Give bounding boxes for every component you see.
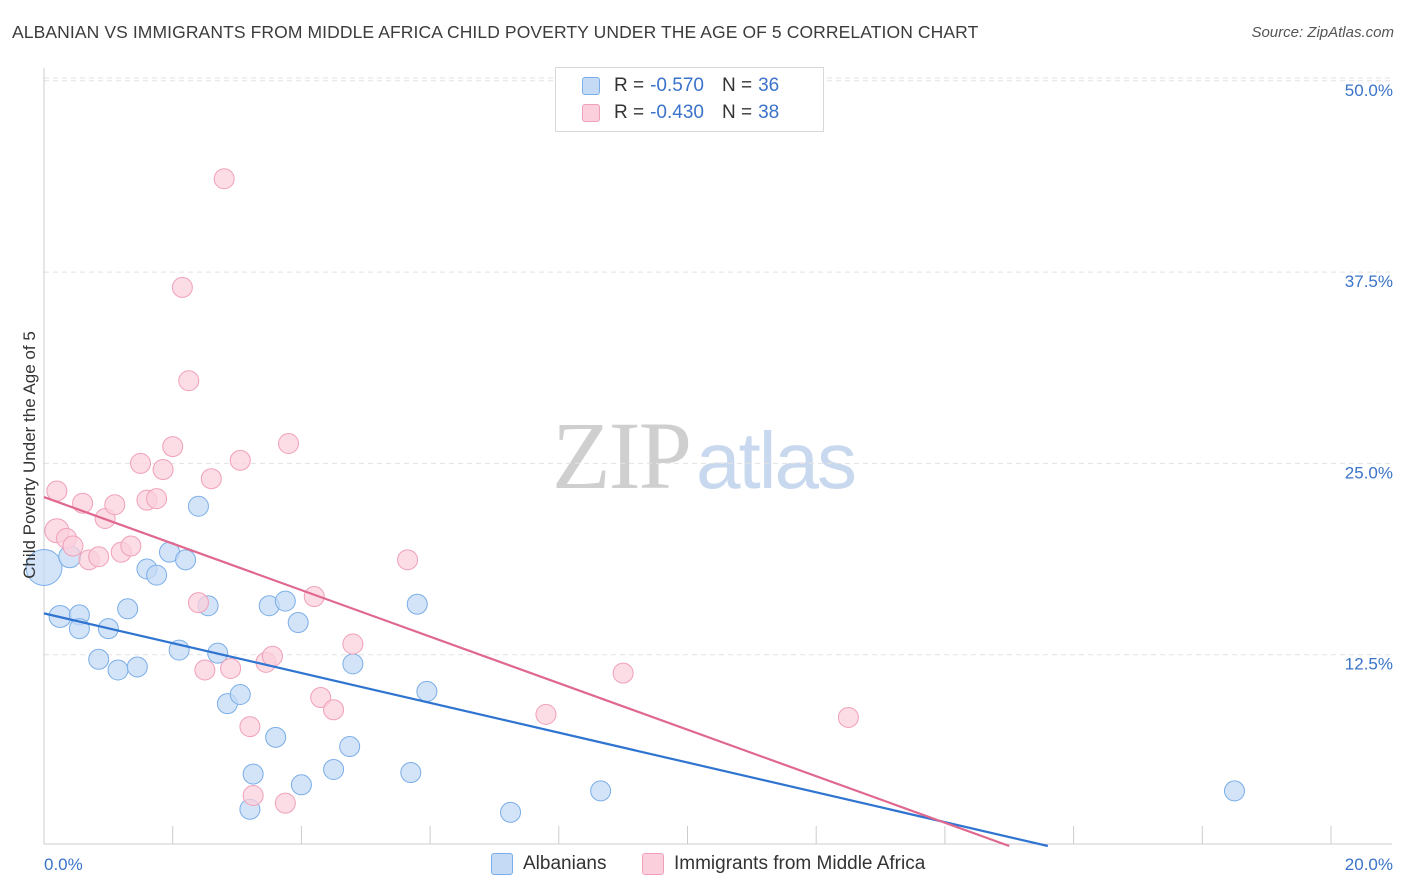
y-tick-label: 25.0% [1345, 463, 1393, 482]
point-albanians [590, 780, 612, 802]
legend-n-value: 36 [758, 75, 780, 96]
legend-r-label: R = [614, 75, 645, 96]
y-tick-label: 12.5% [1345, 655, 1393, 674]
bottom-legend-middle-africa: Immigrants from Middle Africa [642, 852, 925, 876]
x-tick-label: 20.0% [1345, 855, 1393, 874]
point-albanians [290, 774, 312, 796]
point-middle-africa [146, 488, 168, 510]
legend-n-label: N = [721, 102, 753, 123]
point-middle-africa [171, 276, 193, 298]
watermark-atlas: atlas [696, 416, 857, 505]
trend-line-albanians [43, 612, 1049, 848]
point-middle-africa [162, 436, 184, 458]
point-albanians [406, 593, 428, 615]
trend-line-middle-africa [43, 496, 1010, 848]
point-middle-africa [187, 592, 209, 614]
point-middle-africa [229, 449, 251, 471]
point-albanians [274, 590, 296, 612]
x-tick-label: 0.0% [44, 855, 83, 874]
point-middle-africa [88, 546, 110, 568]
point-middle-africa [310, 687, 332, 709]
bottom-legend-swatch-middle-africa [642, 853, 664, 875]
point-middle-africa [274, 792, 296, 814]
point-middle-africa [535, 703, 557, 725]
point-albanians [107, 659, 129, 681]
bottom-legend-swatch-albanians [491, 853, 513, 875]
point-middle-africa [104, 494, 126, 516]
point-albanians [323, 758, 345, 780]
point-middle-africa [303, 586, 325, 608]
point-middle-africa [239, 716, 261, 738]
point-middle-africa [220, 657, 242, 679]
point-middle-africa [194, 659, 216, 681]
point-albanians [400, 762, 422, 784]
source-label: Source: ZipAtlas.com [1251, 24, 1394, 41]
legend-n-value: 38 [758, 102, 780, 123]
point-albanians [229, 683, 251, 705]
point-albanians [342, 653, 364, 675]
point-middle-africa [178, 370, 200, 392]
point-middle-africa [62, 535, 84, 557]
watermark-zip: ZIP [552, 402, 692, 509]
watermark: ZIPatlas [552, 400, 857, 511]
bottom-legend-label-albanians: Albanians [523, 853, 607, 874]
point-middle-africa [612, 662, 634, 684]
point-albanians [242, 763, 264, 785]
legend-row-middle-africa: R = -0.430 N = 38 [582, 101, 779, 125]
legend-row-albanians: R = -0.570 N = 36 [582, 74, 779, 98]
point-middle-africa [130, 452, 152, 474]
point-albanians [175, 549, 197, 571]
point-albanians [126, 656, 148, 678]
point-albanians [146, 564, 168, 586]
legend-r-value: -0.570 [650, 75, 704, 96]
legend-r-label: R = [614, 102, 645, 123]
y-tick-label: 37.5% [1345, 272, 1393, 291]
bottom-legend-label-middle-africa: Immigrants from Middle Africa [674, 853, 926, 874]
chart-title: ALBANIAN VS IMMIGRANTS FROM MIDDLE AFRIC… [12, 22, 979, 42]
point-albanians [287, 612, 309, 634]
correlation-legend: R = -0.570 N = 36 R = -0.430 N = 38 [555, 67, 824, 132]
point-middle-africa [323, 699, 345, 721]
point-albanians [416, 680, 438, 702]
point-middle-africa [120, 535, 142, 557]
point-middle-africa [342, 633, 364, 655]
y-axis-label: Child Poverty Under the Age of 5 [20, 331, 39, 579]
point-albanians [25, 548, 63, 586]
point-middle-africa [200, 468, 222, 490]
legend-r-value: -0.430 [650, 102, 704, 123]
point-albanians [117, 598, 139, 620]
bottom-legend-albanians: Albanians [491, 852, 606, 876]
point-albanians [1223, 780, 1245, 802]
point-albanians [187, 495, 209, 517]
point-middle-africa [152, 459, 174, 481]
point-albanians [500, 801, 522, 823]
legend-swatch-middle-africa [582, 104, 600, 122]
point-middle-africa [261, 645, 283, 667]
point-middle-africa [213, 168, 235, 190]
point-albanians [339, 736, 361, 758]
y-tick-label: 50.0% [1345, 81, 1393, 100]
legend-n-label: N = [721, 75, 753, 96]
point-middle-africa [278, 433, 300, 455]
point-middle-africa [242, 784, 264, 806]
point-middle-africa [46, 480, 68, 502]
point-middle-africa [837, 706, 859, 728]
point-middle-africa [397, 549, 419, 571]
point-albanians [88, 648, 110, 670]
legend-swatch-albanians [582, 77, 600, 95]
point-albanians [265, 726, 287, 748]
